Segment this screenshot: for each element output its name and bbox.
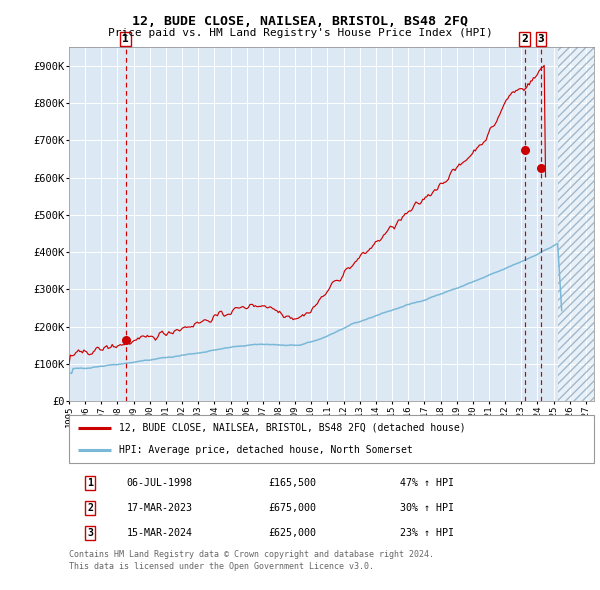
Text: 2: 2 (87, 503, 93, 513)
Text: 15-MAR-2024: 15-MAR-2024 (127, 528, 193, 538)
Text: 12, BUDE CLOSE, NAILSEA, BRISTOL, BS48 2FQ: 12, BUDE CLOSE, NAILSEA, BRISTOL, BS48 2… (132, 15, 468, 28)
Text: £625,000: £625,000 (269, 528, 317, 538)
Text: 47% ↑ HPI: 47% ↑ HPI (400, 478, 454, 488)
Text: 06-JUL-1998: 06-JUL-1998 (127, 478, 193, 488)
Bar (557, 47, 594, 401)
Text: 23% ↑ HPI: 23% ↑ HPI (400, 528, 454, 538)
Text: 2: 2 (521, 34, 528, 44)
Text: 1: 1 (122, 34, 129, 44)
Text: 17-MAR-2023: 17-MAR-2023 (127, 503, 193, 513)
Text: Price paid vs. HM Land Registry's House Price Index (HPI): Price paid vs. HM Land Registry's House … (107, 28, 493, 38)
Text: HPI: Average price, detached house, North Somerset: HPI: Average price, detached house, Nort… (119, 445, 413, 455)
Text: 30% ↑ HPI: 30% ↑ HPI (400, 503, 454, 513)
Text: £675,000: £675,000 (269, 503, 317, 513)
Text: 1: 1 (87, 478, 93, 488)
Text: This data is licensed under the Open Government Licence v3.0.: This data is licensed under the Open Gov… (69, 562, 374, 571)
Text: Contains HM Land Registry data © Crown copyright and database right 2024.: Contains HM Land Registry data © Crown c… (69, 550, 434, 559)
Text: £165,500: £165,500 (269, 478, 317, 488)
Text: 3: 3 (87, 528, 93, 538)
Text: 3: 3 (538, 34, 544, 44)
Text: 12, BUDE CLOSE, NAILSEA, BRISTOL, BS48 2FQ (detached house): 12, BUDE CLOSE, NAILSEA, BRISTOL, BS48 2… (119, 423, 466, 433)
